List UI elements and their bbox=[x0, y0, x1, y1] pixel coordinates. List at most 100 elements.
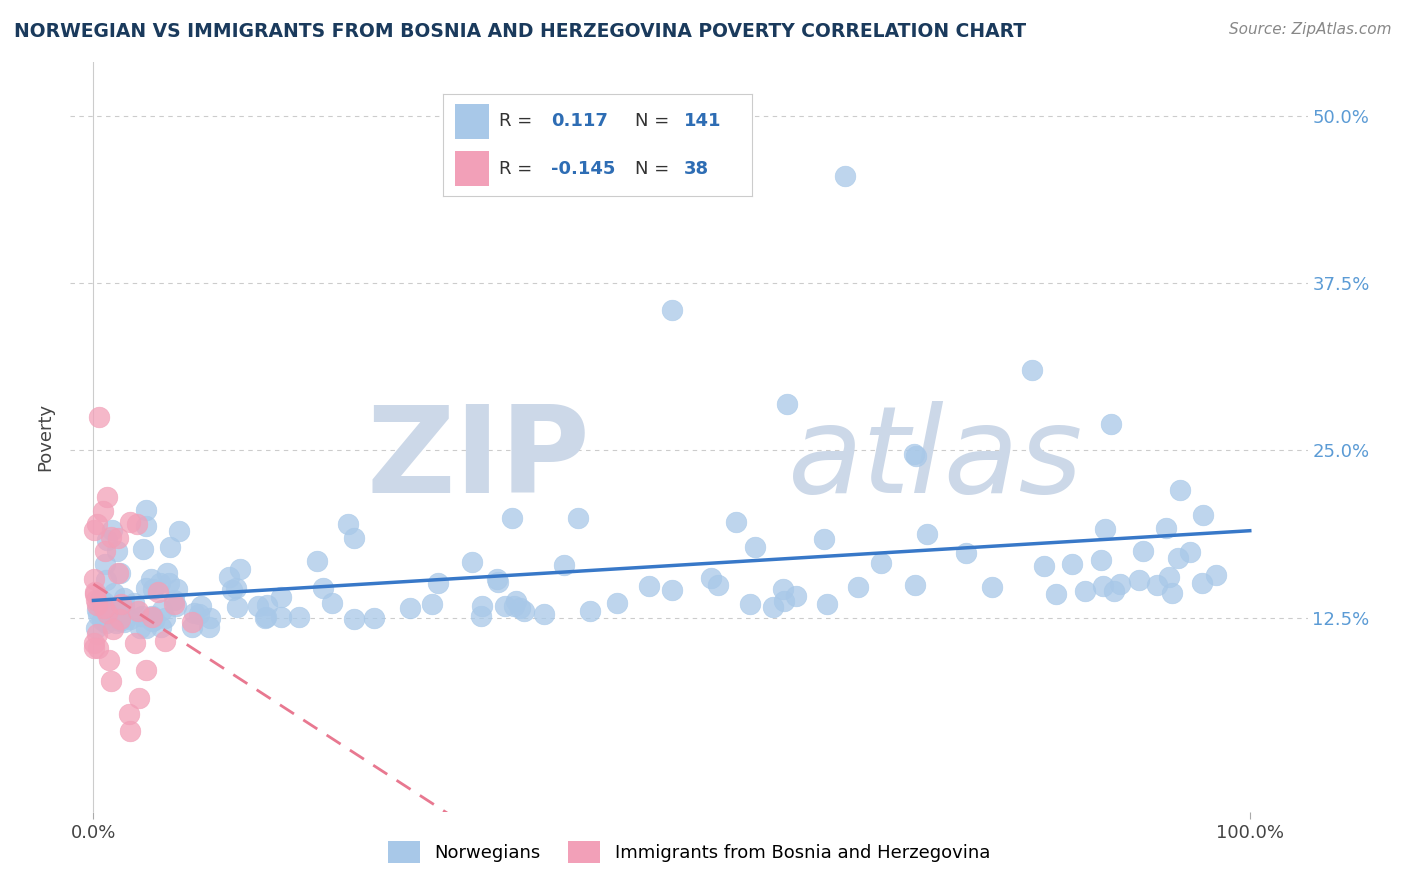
Norwegians bbox=[94, 616, 117, 631]
Immigrants from Bosnia and Herzegovina bbox=[96, 606, 118, 620]
Norwegians bbox=[110, 610, 132, 624]
Norwegians bbox=[183, 606, 205, 620]
Norwegians bbox=[254, 611, 277, 625]
Legend: Norwegians, Immigrants from Bosnia and Herzegovina: Norwegians, Immigrants from Bosnia and H… bbox=[381, 834, 997, 870]
Norwegians bbox=[509, 600, 531, 615]
Text: ZIP: ZIP bbox=[366, 401, 591, 518]
Norwegians bbox=[165, 599, 187, 613]
Norwegians bbox=[101, 523, 124, 537]
Norwegians bbox=[312, 581, 335, 595]
Immigrants from Bosnia and Herzegovina bbox=[124, 636, 146, 650]
Norwegians bbox=[1108, 576, 1130, 591]
Norwegians bbox=[579, 604, 602, 618]
Norwegians bbox=[981, 580, 1004, 594]
Immigrants from Bosnia and Herzegovina bbox=[118, 707, 141, 722]
Norwegians bbox=[153, 610, 176, 624]
Norwegians bbox=[773, 594, 796, 608]
Norwegians bbox=[256, 598, 278, 612]
Immigrants from Bosnia and Herzegovina bbox=[93, 601, 115, 615]
Norwegians bbox=[834, 169, 856, 184]
Norwegians bbox=[486, 575, 509, 590]
Immigrants from Bosnia and Herzegovina bbox=[181, 615, 204, 629]
Norwegians bbox=[149, 575, 172, 590]
Immigrants from Bosnia and Herzegovina bbox=[91, 503, 114, 517]
Norwegians bbox=[96, 533, 118, 548]
Norwegians bbox=[135, 502, 157, 516]
Norwegians bbox=[159, 540, 181, 554]
Immigrants from Bosnia and Herzegovina bbox=[103, 623, 125, 637]
Immigrants from Bosnia and Herzegovina bbox=[84, 585, 107, 599]
Norwegians bbox=[163, 593, 186, 607]
Norwegians bbox=[513, 604, 536, 618]
Norwegians bbox=[1090, 553, 1112, 567]
Immigrants from Bosnia and Herzegovina bbox=[163, 598, 186, 612]
Immigrants from Bosnia and Herzegovina bbox=[87, 640, 110, 655]
Norwegians bbox=[1160, 586, 1182, 600]
Norwegians bbox=[86, 608, 108, 623]
Text: N =: N = bbox=[634, 112, 669, 130]
Norwegians bbox=[198, 611, 221, 625]
Immigrants from Bosnia and Herzegovina bbox=[83, 636, 105, 650]
Norwegians bbox=[869, 556, 891, 570]
Norwegians bbox=[505, 594, 527, 608]
Text: R =: R = bbox=[499, 112, 531, 130]
Norwegians bbox=[707, 577, 730, 591]
Immigrants from Bosnia and Herzegovina bbox=[83, 523, 105, 537]
Text: 0.117: 0.117 bbox=[551, 112, 607, 130]
Norwegians bbox=[470, 609, 492, 624]
Bar bbox=[456, 104, 489, 139]
Norwegians bbox=[218, 570, 240, 584]
Norwegians bbox=[128, 621, 150, 635]
Norwegians bbox=[321, 596, 343, 610]
Norwegians bbox=[815, 597, 838, 611]
Norwegians bbox=[1191, 575, 1213, 590]
Norwegians bbox=[460, 555, 482, 569]
Norwegians bbox=[103, 586, 125, 600]
Norwegians bbox=[135, 581, 157, 595]
Norwegians bbox=[141, 614, 163, 628]
Norwegians bbox=[399, 601, 422, 615]
Norwegians bbox=[225, 599, 247, 614]
Text: R =: R = bbox=[499, 160, 531, 178]
Immigrants from Bosnia and Herzegovina bbox=[127, 604, 149, 618]
Norwegians bbox=[229, 562, 252, 576]
Norwegians bbox=[1191, 508, 1213, 522]
Norwegians bbox=[904, 450, 927, 464]
Immigrants from Bosnia and Herzegovina bbox=[127, 516, 149, 531]
Norwegians bbox=[762, 599, 785, 614]
Norwegians bbox=[1102, 584, 1125, 599]
Norwegians bbox=[254, 610, 277, 624]
Norwegians bbox=[494, 599, 516, 614]
Norwegians bbox=[1091, 579, 1114, 593]
Immigrants from Bosnia and Herzegovina bbox=[100, 530, 122, 544]
Norwegians bbox=[955, 546, 977, 560]
Text: N =: N = bbox=[634, 160, 669, 178]
Norwegians bbox=[343, 612, 366, 626]
Immigrants from Bosnia and Herzegovina bbox=[141, 610, 163, 624]
Norwegians bbox=[1060, 558, 1083, 572]
Immigrants from Bosnia and Herzegovina bbox=[135, 663, 157, 677]
Immigrants from Bosnia and Herzegovina bbox=[107, 566, 129, 581]
Immigrants from Bosnia and Herzegovina bbox=[100, 673, 122, 688]
Norwegians bbox=[247, 599, 270, 613]
Norwegians bbox=[135, 621, 157, 635]
Immigrants from Bosnia and Herzegovina bbox=[110, 612, 132, 626]
Norwegians bbox=[606, 597, 628, 611]
Norwegians bbox=[105, 544, 128, 558]
Norwegians bbox=[124, 597, 146, 611]
Norwegians bbox=[1154, 521, 1177, 535]
Norwegians bbox=[190, 599, 212, 614]
Norwegians bbox=[132, 541, 155, 556]
Norwegians bbox=[142, 582, 165, 597]
Norwegians bbox=[180, 620, 202, 634]
Y-axis label: Poverty: Poverty bbox=[37, 403, 55, 471]
Norwegians bbox=[343, 532, 366, 546]
Immigrants from Bosnia and Herzegovina bbox=[120, 515, 142, 529]
Norwegians bbox=[1045, 587, 1067, 601]
Norwegians bbox=[336, 517, 359, 532]
Norwegians bbox=[744, 541, 766, 555]
Norwegians bbox=[141, 572, 163, 586]
Norwegians bbox=[1170, 483, 1192, 498]
Norwegians bbox=[1178, 544, 1201, 558]
Norwegians bbox=[112, 599, 135, 614]
